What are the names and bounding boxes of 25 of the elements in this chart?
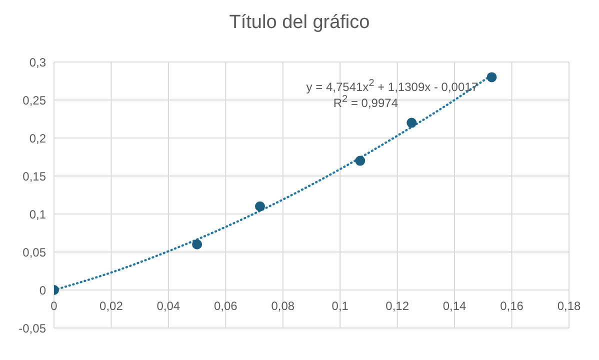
- x-tick-label: 0,18: [557, 299, 581, 313]
- y-tick-label: 0,15: [22, 169, 46, 184]
- y-tick-label: 0,2: [29, 131, 46, 146]
- point: [486, 72, 497, 82]
- x-tick-label: 0,16: [500, 299, 524, 313]
- point: [406, 118, 417, 128]
- y-tick-label: 0,05: [22, 245, 46, 260]
- x-tick-label: 0,04: [156, 299, 180, 313]
- x-tick-label: 0,12: [386, 299, 410, 313]
- y-tick-label: 0: [39, 283, 46, 298]
- y-tick-label: 0,3: [29, 55, 46, 70]
- x-tick-label: 0,02: [100, 299, 124, 313]
- y-tick-label: 0,25: [22, 93, 46, 108]
- y-tick-label: -0,05: [18, 321, 46, 336]
- point: [355, 156, 366, 166]
- y-tick-label: 0,1: [29, 207, 46, 222]
- x-tick-label: 0,1: [332, 299, 349, 313]
- point: [255, 201, 265, 212]
- x-tick-label: 0,08: [271, 299, 295, 313]
- chart-title: Título del gráfico: [228, 12, 371, 34]
- annotation: R$^{2}$ = 0,9974: [333, 94, 398, 110]
- point: [192, 239, 202, 250]
- x-tick-label: 0,06: [214, 299, 238, 313]
- x-tick-label: 0: [50, 299, 58, 313]
- x-tick-label: 0,14: [442, 299, 467, 313]
